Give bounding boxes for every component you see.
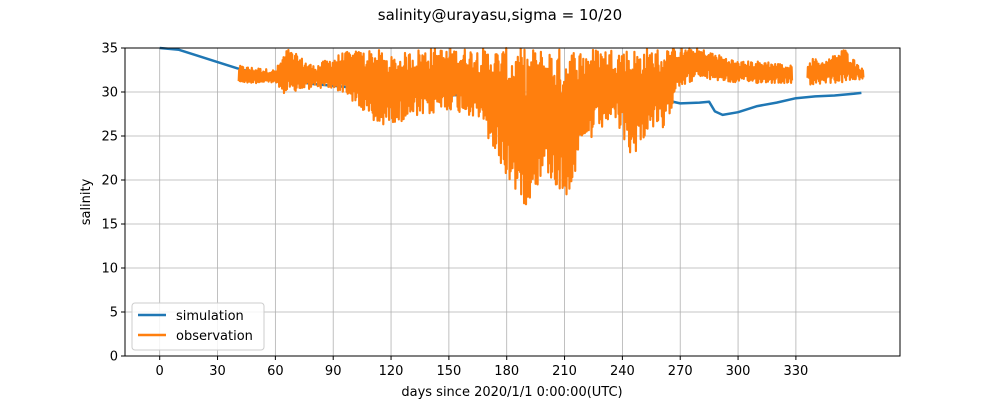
x-tick-label: 150 <box>436 364 461 379</box>
line-observation-segment <box>806 49 865 86</box>
x-tick-label: 270 <box>668 364 693 379</box>
legend-label-observation: observation <box>176 329 253 344</box>
x-tick-label: 180 <box>494 364 519 379</box>
x-tick-label: 210 <box>552 364 577 379</box>
x-axis-ticks: 0 30 60 90 120 150 180 210 240 270 300 330 <box>156 356 808 379</box>
y-tick-label: 25 <box>101 130 118 145</box>
x-tick-label: 120 <box>379 364 404 379</box>
x-tick-label: 300 <box>726 364 751 379</box>
x-tick-label: 330 <box>783 364 808 379</box>
y-axis-label: salinity <box>79 178 94 225</box>
legend: simulation observation <box>131 302 265 351</box>
y-tick-label: 20 <box>101 174 118 189</box>
y-tick-label: 10 <box>101 262 118 277</box>
y-tick-label: 35 <box>101 42 118 57</box>
plot-frame <box>124 47 901 357</box>
x-axis-label: days since 2020/1/1 0:00:00(UTC) <box>401 385 622 400</box>
y-tick-label: 30 <box>101 86 118 101</box>
x-tick-label: 240 <box>610 364 635 379</box>
chart-title: salinity@urayasu,sigma = 10/20 <box>378 6 622 24</box>
y-axis-ticks: 0 5 10 15 20 25 30 35 <box>101 42 125 365</box>
y-tick-label: 5 <box>110 306 118 321</box>
y-tick-label: 15 <box>101 218 118 233</box>
x-tick-label: 90 <box>325 364 342 379</box>
x-tick-label: 0 <box>156 364 164 379</box>
line-observation-segment <box>237 46 794 206</box>
y-tick-label: 0 <box>110 350 118 365</box>
x-tick-label: 60 <box>267 364 284 379</box>
x-tick-label: 30 <box>209 364 226 379</box>
legend-label-simulation: simulation <box>176 309 244 324</box>
series-observation <box>237 46 865 206</box>
